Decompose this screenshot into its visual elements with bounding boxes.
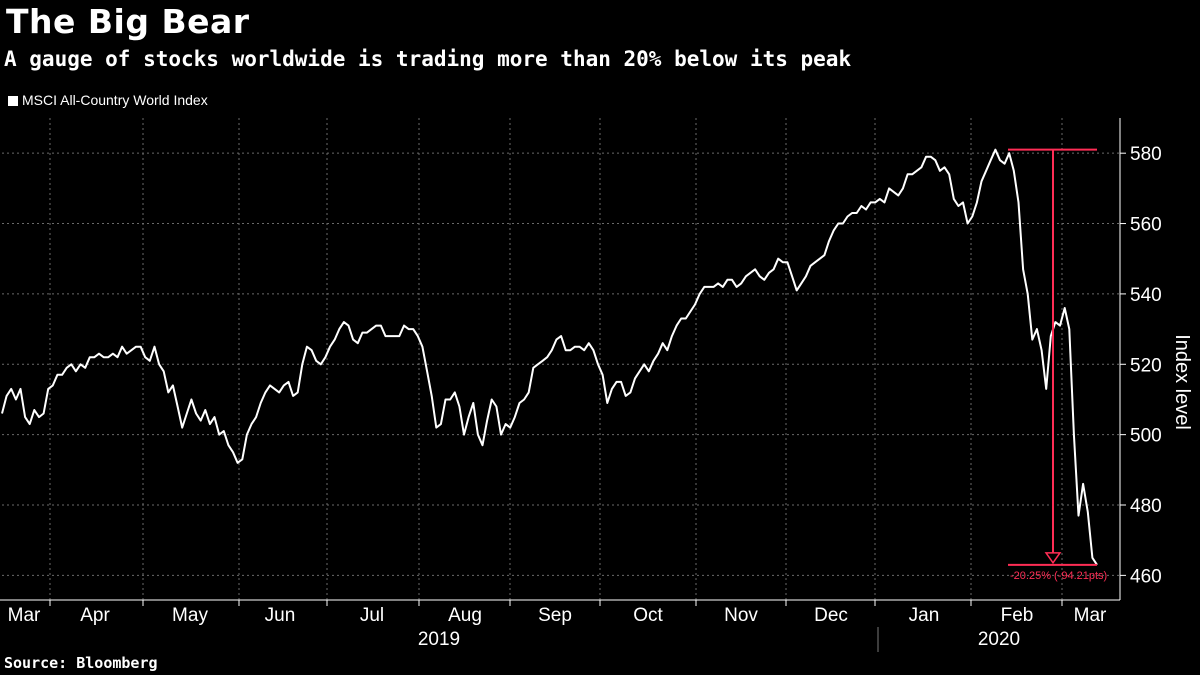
x-tick-label: Mar	[8, 605, 41, 626]
x-tick-label: Oct	[633, 605, 663, 626]
x-tick-label: Feb	[1001, 605, 1034, 626]
chart-subtitle: A gauge of stocks worldwide is trading m…	[4, 47, 852, 71]
series-layer	[1, 148, 1098, 566]
chart-title: The Big Bear	[6, 2, 250, 41]
y-tick-label: 480	[1130, 496, 1162, 517]
year-label: 2019	[418, 629, 460, 650]
x-tick-label: Jul	[360, 605, 384, 626]
annotation-layer: -20.25% (-94.21pts)	[1008, 148, 1107, 582]
x-tick-label: Aug	[448, 605, 482, 626]
axes: 460 480 500 520 540 560 580 Mar Apr May Jun Jul Aug S…	[0, 118, 1162, 652]
x-tick-label: Dec	[814, 605, 848, 626]
y-tick-label: 500	[1130, 426, 1162, 447]
x-tick-label: May	[172, 605, 208, 626]
year-label: 2020	[978, 629, 1020, 650]
y-tick-label: 460	[1130, 566, 1162, 587]
drop-arrow-head	[1044, 552, 1062, 565]
y-tick-label: 540	[1130, 285, 1162, 306]
y-tick-label: 560	[1130, 215, 1162, 236]
x-tick-label: Apr	[80, 605, 110, 626]
x-tick-label: Jan	[909, 605, 940, 626]
x-tick-label: Sep	[538, 605, 572, 626]
y-tick-label: 580	[1130, 144, 1162, 165]
grid-lines	[2, 118, 1120, 600]
x-tick-label: Nov	[724, 605, 758, 626]
source-note: Source: Bloomberg	[4, 654, 158, 672]
drop-label: -20.25% (-94.21pts)	[1010, 570, 1107, 582]
series-line	[1, 148, 1098, 566]
y-axis-label: Index level	[1171, 334, 1193, 430]
legend-swatch	[8, 96, 18, 106]
x-tick-label: Mar	[1074, 605, 1107, 626]
legend: MSCI All-Country World Index	[8, 92, 208, 108]
y-tick-label: 520	[1130, 355, 1162, 376]
x-tick-label: Jun	[265, 605, 296, 626]
legend-label: MSCI All-Country World Index	[22, 92, 208, 108]
